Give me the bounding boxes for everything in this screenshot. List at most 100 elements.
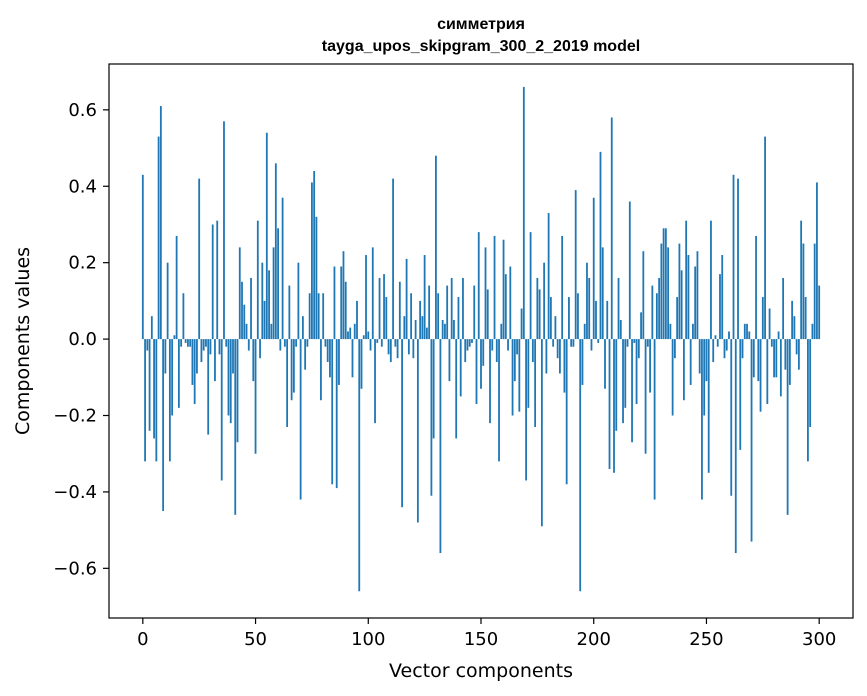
bar (351, 339, 354, 378)
bar (446, 285, 449, 340)
bar (669, 323, 672, 340)
bar (646, 339, 649, 347)
bar (556, 339, 559, 359)
y-tick-label: −0.4 (53, 482, 97, 503)
bar (146, 339, 149, 351)
bar (502, 239, 505, 340)
bar (683, 339, 685, 401)
bar (795, 339, 798, 355)
bar (574, 190, 577, 340)
bar (425, 327, 428, 340)
bar (746, 323, 748, 340)
bar (518, 339, 521, 412)
bar (385, 297, 388, 340)
bar (430, 339, 433, 496)
bar (259, 339, 261, 359)
bar (171, 339, 174, 416)
bar (164, 339, 167, 374)
bar (671, 339, 674, 416)
bar (525, 339, 527, 481)
bar (752, 339, 755, 378)
bar (707, 339, 710, 473)
bar (392, 178, 394, 340)
bar (592, 197, 595, 340)
bar (534, 339, 537, 427)
bar (547, 213, 550, 340)
bar (608, 339, 611, 469)
bar (554, 316, 557, 340)
bar (374, 339, 376, 424)
bar (500, 323, 503, 340)
bar (764, 136, 766, 340)
bar (329, 339, 331, 378)
bar (761, 297, 764, 340)
bar (701, 339, 703, 500)
bar (324, 339, 327, 347)
bar (335, 339, 338, 489)
bar (757, 339, 760, 382)
bar (633, 339, 636, 343)
bar (725, 339, 728, 351)
bar (407, 339, 410, 355)
bar (581, 339, 584, 385)
bar (732, 174, 735, 340)
bar (793, 316, 796, 340)
bar (168, 339, 171, 462)
bar (209, 339, 212, 355)
bar (205, 339, 207, 347)
bar (281, 197, 284, 340)
y-tick-label: 0.0 (68, 329, 97, 350)
bar (610, 117, 613, 340)
bar (538, 289, 541, 340)
bar (667, 247, 670, 340)
bar (784, 339, 787, 370)
bar (265, 132, 268, 340)
bar (511, 339, 514, 416)
bar (687, 255, 690, 340)
x-tick-label: 100 (351, 629, 385, 650)
bar (263, 300, 266, 340)
bar (655, 293, 658, 340)
bar (788, 339, 791, 385)
bar (177, 339, 180, 408)
bar (403, 316, 406, 340)
bar (437, 293, 440, 340)
bar (577, 293, 579, 340)
bar (676, 297, 679, 340)
bar (308, 293, 311, 340)
bar (376, 339, 379, 343)
bar (475, 339, 478, 405)
bar (238, 247, 241, 340)
bar (184, 339, 187, 343)
bar (579, 339, 582, 592)
bar (148, 339, 151, 431)
bar (568, 297, 570, 340)
bar (241, 281, 243, 340)
bar (619, 319, 622, 340)
bar (441, 319, 444, 340)
bar (270, 323, 273, 340)
bar (261, 262, 264, 340)
bar (626, 339, 629, 347)
bar (468, 339, 471, 347)
bar (628, 201, 631, 340)
y-tick-label: −0.2 (53, 406, 97, 427)
y-axis: −0.6 −0.4 −0.2 0.0 0.2 0.4 0.6 (53, 100, 109, 579)
bar (484, 247, 487, 340)
bar (247, 339, 250, 351)
bar (220, 339, 223, 481)
bar (739, 339, 742, 450)
bar (299, 339, 302, 500)
bar (642, 251, 645, 340)
bar (450, 277, 453, 340)
bar (245, 323, 248, 340)
bar (583, 323, 586, 340)
bar (432, 339, 435, 439)
bar (362, 335, 365, 340)
bar (622, 339, 624, 424)
bar (604, 339, 606, 389)
bar (371, 247, 374, 340)
bar (721, 255, 724, 340)
bar (658, 277, 661, 340)
